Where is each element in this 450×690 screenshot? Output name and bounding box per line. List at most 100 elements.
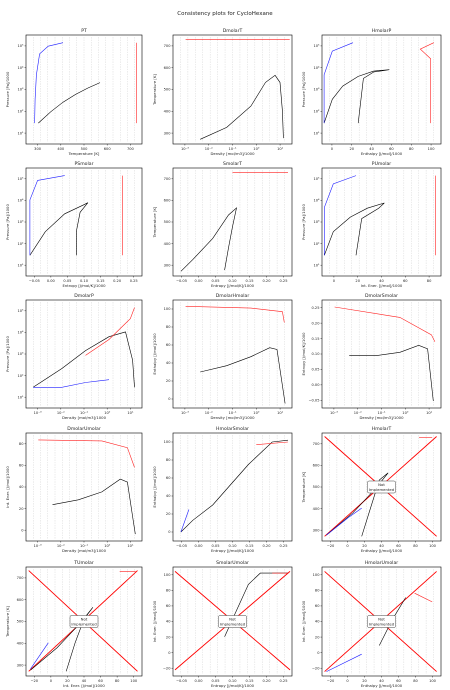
saturation-curve: [323, 69, 390, 124]
x-tick-label: 0.25: [279, 679, 287, 683]
x-tick-label: 0: [333, 279, 336, 283]
chart-DmolarHmolar: DmolarHmolar 10⁻³ 10⁻² 10⁻¹ 10⁰ 10¹ 0 20 40 60 80 1…: [152, 293, 293, 420]
isoline-grid: [180, 170, 285, 274]
x-tick-label: 60: [389, 147, 394, 151]
y-tick-label: 10⁴: [313, 66, 320, 70]
y-tick-label: 300: [164, 131, 172, 135]
y-tick-label: 60: [166, 343, 171, 347]
not-implemented-text: Not: [81, 617, 88, 622]
saturation-curve: [32, 331, 135, 388]
x-tick-label: 0: [346, 679, 349, 683]
x-tick-label: 20: [355, 279, 360, 283]
x-tick-label: 0: [331, 147, 334, 151]
liquid-curve: [256, 441, 289, 445]
chart-title: HmolarT: [372, 426, 392, 432]
saturation-curve: [200, 74, 284, 140]
chart-TUmolar: TUmolar −20 0 20 40 60 80 100 300 400 500 600 700 Int…: [5, 560, 143, 688]
x-tick-label: 0.10: [228, 544, 237, 548]
y-tick-label: 700: [164, 177, 172, 181]
vapor-curve: [326, 507, 362, 536]
y-axis-label: Temperature [K]: [301, 471, 306, 503]
x-tick-label: 60: [403, 279, 408, 283]
figure-title: Consistency plots for CycloHexane: [177, 11, 273, 17]
y-tick-label: 10¹: [313, 263, 320, 267]
x-tick-label: 10⁻¹: [80, 544, 88, 548]
x-tick-label: 60: [396, 544, 401, 548]
vapor-curve: [180, 509, 190, 533]
x-tick-label: 0.25: [130, 279, 138, 283]
axes-frame: [25, 432, 143, 542]
y-tick-label: 600: [17, 598, 25, 602]
y-tick-label: 10²: [17, 242, 24, 246]
y-tick-label: 20: [19, 507, 24, 511]
x-tick-label: 80: [115, 679, 120, 683]
x-tick-label: 80: [413, 679, 418, 683]
y-tick-label: 0.15: [311, 337, 319, 341]
chart-DmolarSmolar: DmolarSmolar 10⁻³ 10⁻² 10⁻¹ 10⁰ 10¹ −0.05 0.00 0…: [301, 293, 442, 420]
x-tick-label: 10⁰: [253, 411, 260, 415]
y-tick-label: 500: [313, 485, 321, 489]
x-tick-label: 100: [429, 544, 437, 548]
y-tick-label: 40: [166, 620, 171, 624]
x-tick-label: 40: [379, 544, 384, 548]
chart-HmolarUmolar: HmolarUmolar −20 0 20 40 60 80 100 −20 0 20 40 60 80 1…: [301, 560, 442, 688]
saturation-curve: [38, 82, 101, 124]
y-tick-label: 0.00: [311, 383, 320, 387]
y-axis-label: Entropy [J/mol/K]/1000: [301, 332, 306, 376]
y-tick-label: 0: [168, 397, 171, 401]
y-tick-label: 10³: [17, 352, 24, 356]
y-tick-label: 100: [164, 573, 172, 577]
not-implemented-box: [218, 615, 247, 628]
x-axis-label: Enthalpy [J/mol]/1000: [361, 548, 403, 553]
x-axis-label: Enthalpy [J/mol]/1000: [361, 683, 403, 688]
x-tick-label: 10⁰: [104, 544, 111, 548]
y-axis-label: Pressure [Pa]/1000: [5, 71, 10, 107]
chart-title: DmolarSmolar: [365, 293, 398, 299]
x-tick-label: 10⁻³: [34, 411, 42, 415]
y-tick-label: 10⁵: [313, 44, 320, 48]
x-tick-label: 80: [413, 544, 418, 548]
saturation-curve: [326, 472, 389, 537]
x-tick-label: 10⁻²: [57, 411, 65, 415]
x-tick-label: 0.00: [194, 679, 203, 683]
liquid-curve: [414, 592, 433, 603]
y-tick-label: 10²: [313, 242, 320, 246]
not-implemented-text: Not: [229, 617, 236, 622]
x-tick-label: 100: [428, 147, 436, 151]
x-tick-label: 10⁻¹: [378, 411, 386, 415]
x-tick-label: 400: [57, 147, 65, 151]
x-tick-label: 10⁻³: [181, 411, 189, 415]
y-tick-label: 10³: [313, 220, 320, 224]
chart-title: SmolarUmolar: [216, 560, 249, 566]
chart-title: SmolarT: [223, 161, 242, 167]
chart-title: DmolarUmolar: [67, 426, 101, 432]
y-tick-label: 20: [315, 635, 320, 639]
chart-SmolarUmolar: SmolarUmolar −0.05 0.00 0.05 0.10 0.15 0.20 0.2…: [152, 560, 293, 688]
saturation-curve: [180, 207, 237, 272]
x-tick-label: 10⁻²: [205, 411, 213, 415]
isoline-grid: [33, 37, 135, 142]
axes-frame: [172, 167, 293, 277]
x-tick-label: −0.05: [176, 544, 187, 548]
y-tick-label: 300: [313, 528, 321, 532]
x-tick-label: 10¹: [277, 147, 284, 151]
not-implemented-box: [367, 615, 396, 628]
y-axis-label: Pressure [Pa]/1000: [301, 204, 306, 240]
y-tick-label: 0.25: [311, 306, 319, 310]
y-tick-label: 0.05: [311, 368, 319, 372]
y-tick-label: 60: [166, 604, 171, 608]
y-tick-label: 60: [166, 476, 171, 480]
y-tick-label: −0.05: [308, 398, 319, 402]
y-tick-label: 10⁴: [17, 66, 24, 70]
y-tick-label: 20: [166, 512, 171, 516]
y-tick-label: 0: [21, 528, 24, 532]
x-tick-label: 40: [379, 679, 384, 683]
x-axis-label: Int. Ener. [J/mol]/1000: [63, 683, 105, 688]
x-tick-label: 10¹: [127, 544, 134, 548]
liquid-curve: [185, 306, 285, 323]
x-axis-label: Entropy [J/mol/K]/1000: [211, 548, 255, 553]
y-tick-label: 10³: [313, 88, 320, 92]
chart-SmolarT: SmolarT −0.05 0.00 0.05 0.10 0.15 0.20 0.25 300 4…: [152, 161, 293, 288]
x-tick-label: 0.15: [245, 544, 253, 548]
not-implemented-text: Implemented: [71, 622, 97, 627]
